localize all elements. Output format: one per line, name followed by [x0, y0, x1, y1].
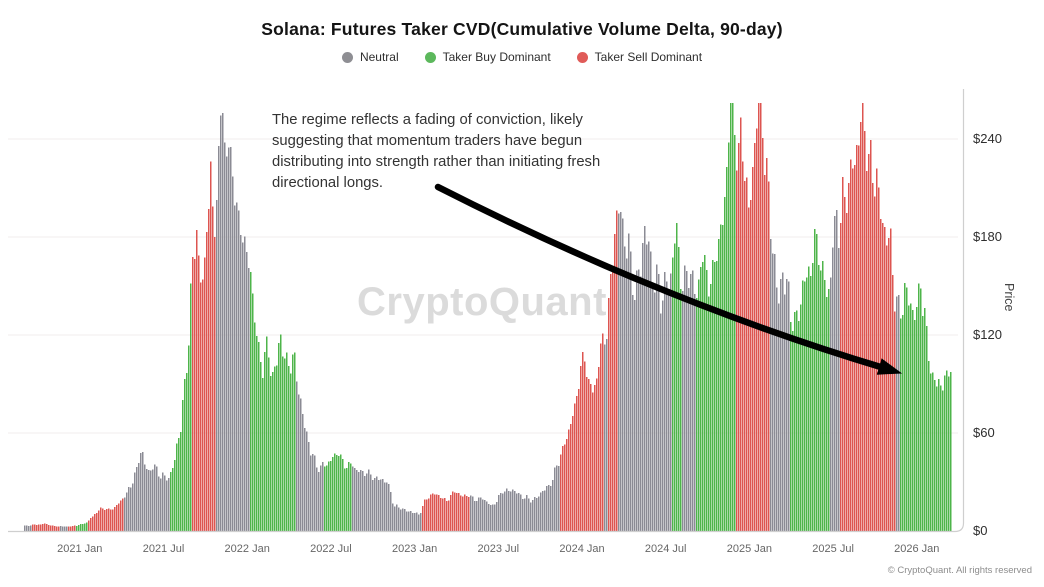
chart-title: Solana: Futures Taker CVD(Cumulative Vol…	[261, 19, 783, 39]
y-axis-title: Price	[1002, 283, 1016, 312]
annotation-line: suggesting that momentum traders have be…	[272, 133, 583, 149]
annotation-arrow	[434, 183, 903, 375]
legend-item-neutral[interactable]: Neutral	[341, 50, 399, 64]
annotation-line: distributing into strength rather than i…	[272, 154, 601, 170]
annotation-line: The regime reflects a fading of convicti…	[272, 112, 583, 128]
annotation-line: directional longs.	[272, 175, 384, 191]
buy-dot-icon	[424, 51, 436, 63]
annotation-text: The regime reflects a fading of convicti…	[272, 110, 682, 194]
sell-dot-icon	[576, 51, 588, 63]
legend-label-neutral: Neutral	[359, 50, 399, 64]
cryptoquant-watermark: CryptoQuant	[357, 280, 607, 324]
legend-label-taker-buy: Taker Buy Dominant	[442, 50, 551, 64]
legend-label-taker-sell: Taker Sell Dominant	[594, 50, 703, 64]
legend-item-taker-buy-dominant[interactable]: Taker Buy Dominant	[424, 50, 551, 64]
legend-item-taker-sell-dominant[interactable]: Taker Sell Dominant	[576, 50, 703, 64]
neutral-dot-icon	[341, 51, 353, 63]
copyright-text: © CryptoQuant. All rights reserved	[887, 565, 1032, 576]
chart-legend: Neutral Taker Buy Dominant Taker Sell Do…	[0, 50, 1044, 64]
